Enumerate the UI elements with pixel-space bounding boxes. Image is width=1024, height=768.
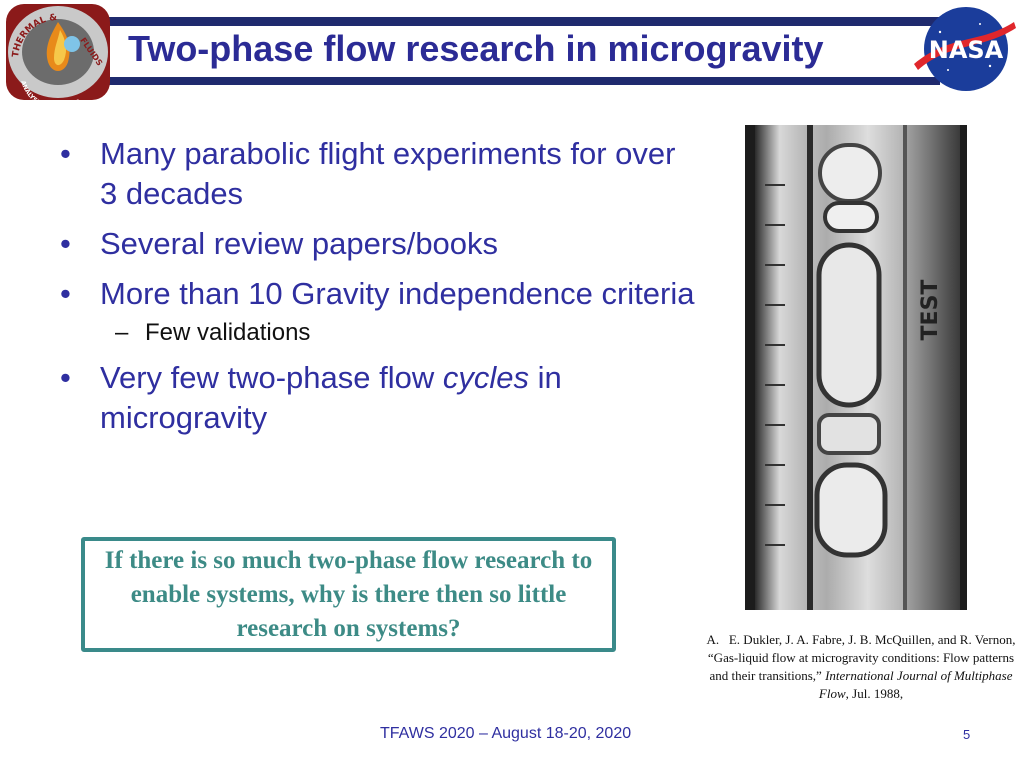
sub-bullet-item: – Few validations (55, 318, 695, 348)
bullet-item: • More than 10 Gravity independence crit… (55, 274, 695, 314)
bullet-item: • Many parabolic flight experiments for … (55, 134, 695, 214)
bullet-text-italic: cycles (442, 360, 530, 395)
reference-authors-title: E. Dukler, J. A. Fabre, J. B. McQuillen,… (707, 632, 1016, 683)
tfaws-logo: THERMAL & ANALYSIS WORKSHOP FLUIDS (6, 4, 110, 104)
bullet-item: • Several review papers/books (55, 224, 695, 264)
sub-bullet-text: Few validations (145, 319, 311, 346)
bullet-list: • Many parabolic flight experiments for … (55, 134, 695, 448)
bullet-glyph: • (60, 360, 71, 395)
nasa-meatball-logo: NASA (914, 7, 1016, 91)
page-number: 5 (963, 727, 971, 742)
bullet-glyph: • (60, 136, 71, 171)
slide-title: Two-phase flow research in microgravity (128, 28, 824, 69)
callout-text: If there is so much two-phase flow resea… (104, 546, 593, 642)
footer-text: TFAWS 2020 – August 18-20, 2020 (380, 725, 632, 742)
reference-marker: A. (706, 632, 720, 647)
reference-journal: International Journal of Multiphase Flow (818, 668, 1013, 701)
bullet-glyph: • (60, 276, 71, 311)
title-top-rule (80, 17, 940, 26)
bullet-glyph: • (60, 226, 71, 261)
reference-citation: A. E. Dukler, J. A. Fabre, J. B. McQuill… (700, 631, 1022, 703)
bullet-item: • Very few two-phase flow cycles in micr… (55, 358, 695, 438)
title-bottom-rule (80, 77, 940, 85)
two-phase-flow-photo: TEST (745, 125, 967, 610)
photo-test-label: TEST (918, 280, 943, 341)
callout-box: If there is so much two-phase flow resea… (81, 537, 616, 652)
bullet-text: Many parabolic flight experiments for ov… (100, 136, 676, 211)
sub-bullet-glyph: – (115, 319, 129, 346)
bullet-text: Several review papers/books (100, 226, 499, 261)
nasa-logo-text: NASA (929, 36, 1004, 64)
bullet-text-part: in microgravity (100, 360, 562, 435)
reference-date: , Jul. 1988, (845, 686, 904, 701)
bullet-text-part: Very few two-phase flow (100, 360, 443, 395)
bullet-text: More than 10 Gravity independence criter… (100, 276, 695, 311)
